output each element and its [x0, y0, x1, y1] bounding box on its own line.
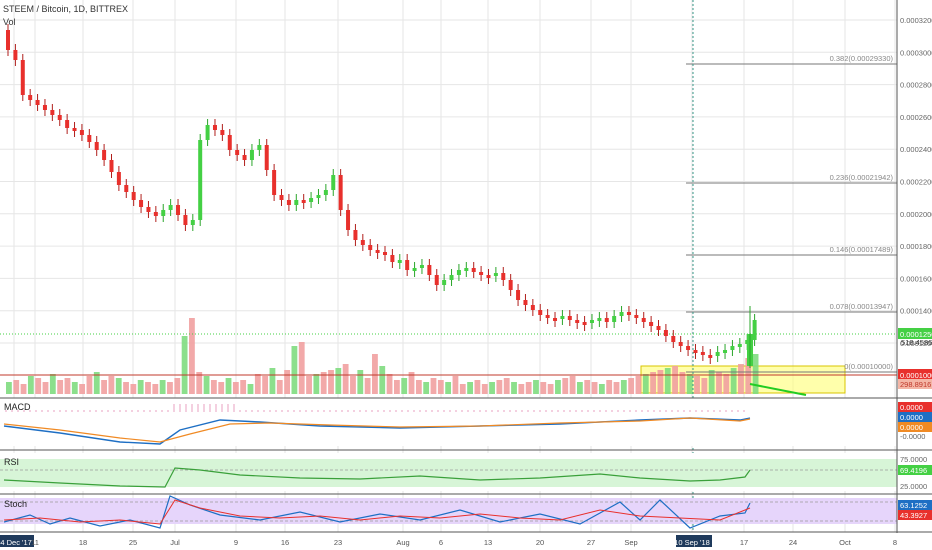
rsi-label[interactable]: RSI: [4, 457, 20, 467]
price-tick-label: 0.00026000: [900, 113, 932, 122]
support-value: 0.00010000: [900, 371, 932, 380]
volume-legend[interactable]: Vol: [3, 17, 16, 27]
price-tick-label: 0.00022000: [900, 178, 932, 187]
rsi-indicator: [0, 467, 897, 488]
price-tick-label: 0.00020000: [900, 210, 932, 219]
rsi-axis-75: 75.0000: [900, 455, 927, 464]
time-tick-label: 8: [893, 538, 897, 547]
fib-level-label: 0(0.00010000): [844, 362, 893, 371]
price-tick-label: 0.00032000: [900, 16, 932, 25]
time-tick-label: 27: [587, 538, 595, 547]
price-tick-label: 0.00012000: [900, 339, 932, 348]
time-tick-label: 6: [439, 538, 443, 547]
price-tick-label: 0.00018000: [900, 242, 932, 251]
fib-level-label: 0.382(0.00029330): [830, 54, 894, 63]
rsi-band: [0, 459, 897, 487]
time-tick-label: 04 Dec '17: [0, 538, 32, 547]
price-tick-label: 0.00028000: [900, 81, 932, 90]
grid-lines: [0, 0, 897, 532]
macd-pane-bg: [0, 398, 897, 446]
time-tick-label: 18: [79, 538, 87, 547]
price-tick-label: 0.00024000: [900, 145, 932, 154]
time-tick-label: 24: [789, 538, 797, 547]
time-tick-label: 10 Sep '18: [674, 538, 710, 547]
time-tick-label: Jul: [170, 538, 180, 547]
chart-symbol-title[interactable]: STEEM / Bitcoin, 1D, BITTREX: [3, 4, 129, 14]
time-tick-label: Aug: [396, 538, 409, 547]
volume-value: 518.4586: [901, 338, 932, 347]
macd-label[interactable]: MACD: [4, 402, 31, 412]
macd-indicator: [3, 404, 751, 445]
price-tick-label: 0.00014000: [900, 307, 932, 316]
time-tick-label: 11: [31, 538, 39, 547]
rsi-axis-25: 25.0000: [900, 482, 927, 491]
macd-axis-1: 0.0000: [900, 413, 923, 422]
time-tick-label: Oct: [839, 538, 852, 547]
stoch-label[interactable]: Stoch: [4, 499, 28, 509]
time-tick-label: 9: [234, 538, 238, 547]
time-tick-label: Sep: [624, 538, 637, 547]
macd-axis-0: 0.0000: [900, 403, 923, 412]
vol-red-value: 298.8916: [900, 380, 931, 389]
rsi-axis-value: 69.4196: [900, 466, 927, 475]
fib-level-label: 0.146(0.00017489): [830, 245, 894, 254]
current-price-badge: [898, 328, 932, 339]
fib-retracement[interactable]: 0.382(0.00029330) 0.236(0.00021942) 0.146(…: [686, 54, 897, 373]
stoch-axis-d: 43.3927: [900, 511, 927, 520]
stoch-axis-k: 63.1252: [900, 501, 927, 510]
macd-axis-2: 0.0000: [900, 423, 923, 432]
fib-level-label: 0.236(0.00021942): [830, 173, 894, 182]
trend-arrow[interactable]: [749, 383, 807, 396]
price-axis[interactable]: 0.00032000 0.00030000 0.00028000 0.00026000…: [900, 16, 932, 348]
time-tick-label: 13: [484, 538, 492, 547]
time-tick-label: 17: [740, 538, 748, 547]
time-tick-label: 16: [281, 538, 289, 547]
price-tick-label: 0.00030000: [900, 48, 932, 57]
time-tick-label: 25: [129, 538, 137, 547]
candlestick-series: [6, 24, 757, 368]
macd-axis-3: -0.0000: [900, 432, 925, 441]
fib-level-label: 0.078(0.00013947): [830, 302, 894, 311]
current-price-value: 0.00012500: [900, 330, 932, 339]
support-badge: [898, 369, 932, 380]
vol-red-badge: [898, 379, 932, 389]
time-tick-label: 20: [536, 538, 544, 547]
time-tick-label: 23: [334, 538, 342, 547]
stoch-indicator: [0, 495, 897, 529]
price-tick-label: 0.00016000: [900, 274, 932, 283]
volume-bars: [6, 318, 759, 394]
